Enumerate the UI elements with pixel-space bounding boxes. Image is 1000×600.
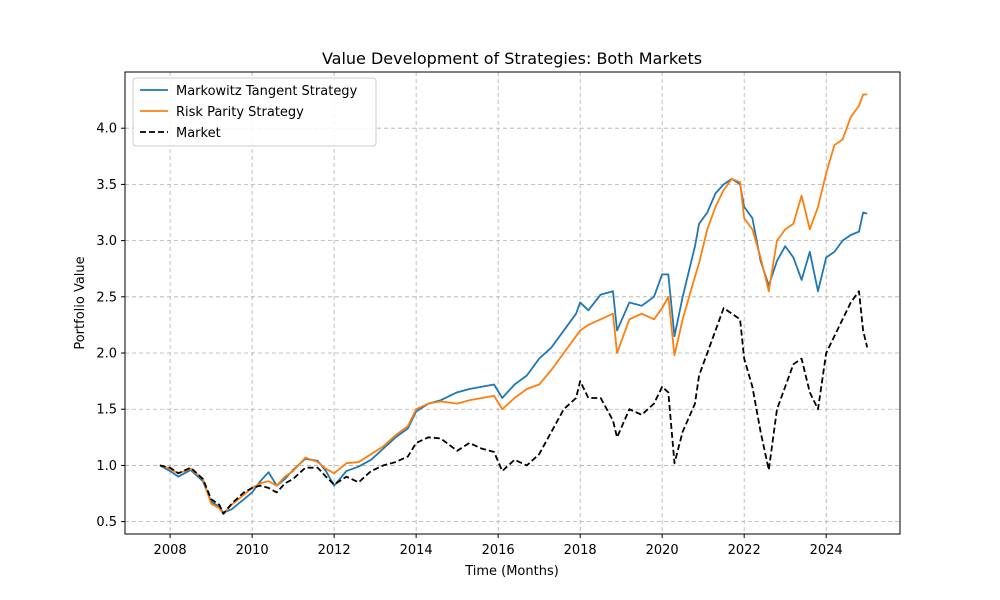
y-tick-label: 2.0 (96, 347, 117, 362)
series-line-risk-parity (159, 93, 868, 515)
y-tick-label: 3.0 (96, 234, 117, 249)
y-tick-label: 0.5 (96, 515, 117, 530)
y-tick-label: 4.0 (96, 122, 117, 137)
chart-title: Value Development of Strategies: Both Ma… (322, 49, 702, 68)
y-tick-label: 2.5 (96, 290, 117, 305)
x-tick-label: 2016 (482, 543, 515, 558)
legend-box (132, 77, 377, 147)
x-tick-label: 2020 (646, 543, 679, 558)
y-tick-label: 3.5 (96, 178, 117, 193)
x-tick-label: 2008 (154, 543, 187, 558)
y-tick-label: 1.0 (96, 459, 117, 474)
legend: Markowitz Tangent Strategy Risk Parity S… (132, 77, 377, 147)
x-tick-label: 2024 (810, 543, 843, 558)
x-axis-label: Time (Months) (464, 564, 559, 579)
series-line-markowitz (159, 177, 868, 514)
x-tick-label: 2012 (318, 543, 351, 558)
x-tick-label: 2018 (564, 543, 597, 558)
x-tick-label: 2010 (236, 543, 269, 558)
y-axis-label: Portfolio Value (73, 256, 88, 349)
series-line-market (159, 290, 869, 515)
x-tick-label: 2022 (728, 543, 761, 558)
legend-label-risk-parity: Risk Parity Strategy (176, 105, 304, 120)
series-lines (159, 93, 869, 515)
legend-label-market: Market (176, 126, 221, 141)
x-axis-ticks: 2008 2010 2012 2014 2016 2018 2020 2022 2024 (154, 534, 843, 558)
y-tick-label: 1.5 (96, 403, 117, 418)
plot-area-frame (124, 71, 901, 535)
x-tick-label: 2014 (400, 543, 433, 558)
y-axis-ticks: 0.5 1.0 1.5 2.0 2.5 3.0 3.5 4.0 (96, 122, 125, 530)
legend-label-markowitz: Markowitz Tangent Strategy (176, 84, 358, 99)
